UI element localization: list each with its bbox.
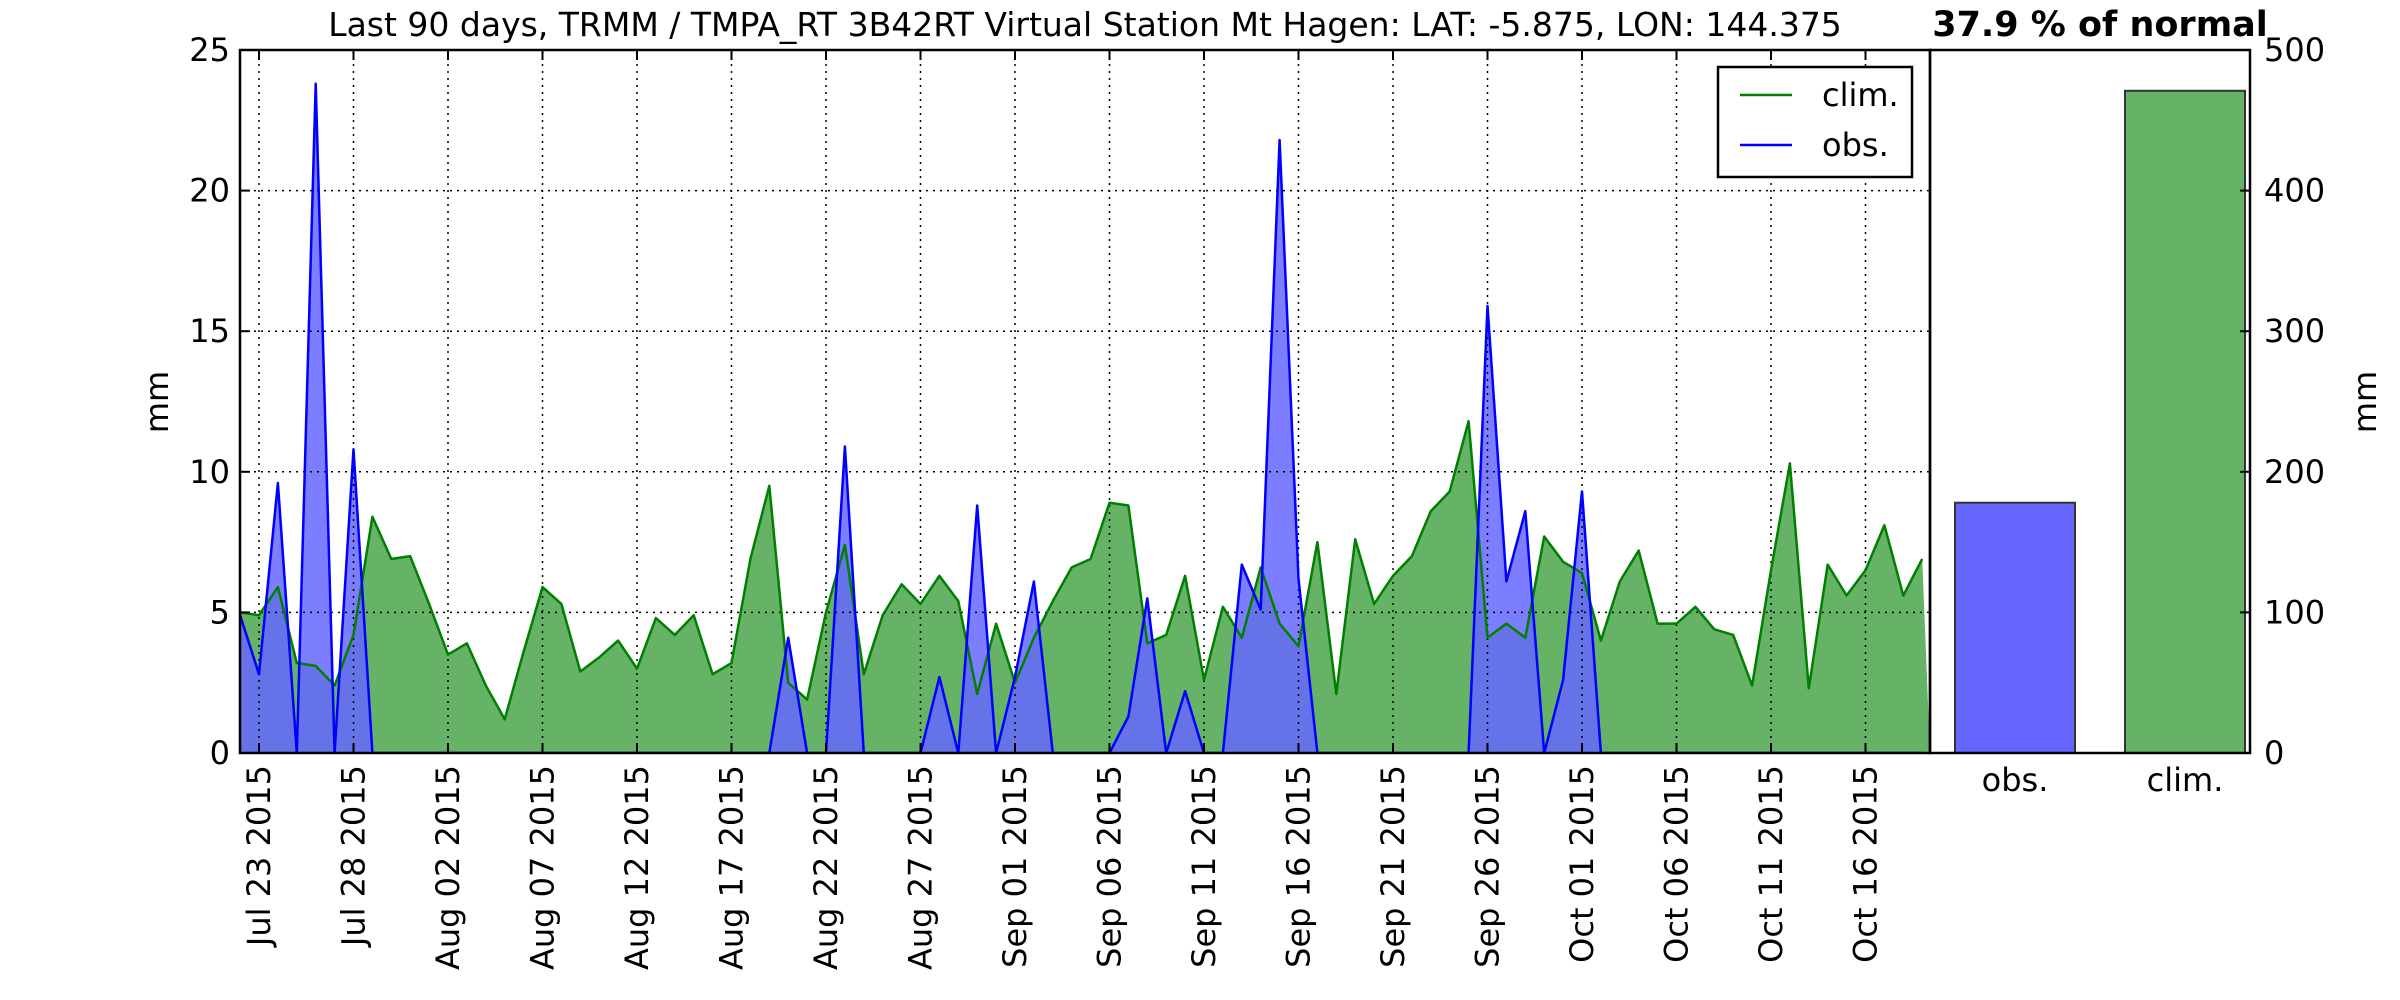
- bar-y-tick-label: 100: [2264, 593, 2325, 631]
- y-tick-label: 20: [189, 172, 230, 210]
- y-tick-label: 15: [189, 312, 230, 350]
- bar-y-tick-label: 200: [2264, 453, 2325, 491]
- x-tick-label: Jul 23 2015: [240, 765, 278, 948]
- bar-y-tick-label: 0: [2264, 734, 2284, 772]
- x-tick-label: Sep 16 2015: [1280, 765, 1318, 968]
- clim-total-bar: [2124, 89, 2246, 755]
- bar-category-label: clim.: [2147, 761, 2224, 799]
- bar-plot-frame: [1928, 48, 2252, 755]
- y-tick-label: 10: [189, 453, 230, 491]
- x-tick-label: Jul 28 2015: [335, 765, 373, 948]
- bar-y-tick-label: 300: [2264, 312, 2325, 350]
- x-tick-label: Aug 22 2015: [807, 765, 845, 970]
- x-tick-label: Sep 01 2015: [996, 765, 1034, 968]
- x-tick-label: Sep 11 2015: [1185, 765, 1223, 968]
- x-tick-label: Aug 17 2015: [713, 765, 751, 970]
- x-tick-label: Oct 11 2015: [1752, 765, 1790, 963]
- daily-precip-plot: 0 5 10 15 20 25 Jul 23 2015 Jul 28 2015 Aug 02 2…: [138, 31, 1932, 970]
- legend-clim-label: clim.: [1822, 76, 1899, 114]
- obs-area: [240, 83, 1930, 753]
- y-tick-label: 25: [189, 31, 230, 69]
- x-tick-label: Sep 06 2015: [1091, 765, 1129, 968]
- chart-title: Last 90 days, TRMM / TMPA_RT 3B42RT Virt…: [328, 5, 1842, 44]
- x-tick-label: Aug 07 2015: [524, 765, 562, 970]
- legend: clim. obs.: [1716, 65, 1914, 179]
- y-tick-label: 0: [210, 734, 230, 772]
- bar-y-tick-label: 500: [2264, 31, 2325, 69]
- bar-y-axis-label: mm: [2346, 371, 2384, 433]
- x-tick-label: Sep 21 2015: [1374, 765, 1412, 968]
- clim-line: [240, 419, 1924, 721]
- total-precip-bar-plot: obs. clim. 0 100 200 300 400 500 mm: [1928, 31, 2384, 799]
- x-tick-label: Aug 02 2015: [429, 765, 467, 970]
- bar-category-label: obs.: [1982, 761, 2049, 799]
- x-tick-label: Oct 01 2015: [1563, 765, 1601, 963]
- y-tick-label: 5: [210, 593, 230, 631]
- obs-total-bar: [1954, 501, 2076, 754]
- main-y-axis-label: mm: [138, 371, 176, 433]
- x-tick-label: Aug 12 2015: [618, 765, 656, 970]
- x-tick-label: Sep 26 2015: [1469, 765, 1507, 968]
- percent-of-normal: 37.9 % of normal: [1932, 5, 2268, 45]
- x-tick-label: Oct 06 2015: [1658, 765, 1696, 963]
- bar-y-tick-label: 400: [2264, 172, 2325, 210]
- x-tick-label: Oct 16 2015: [1847, 765, 1885, 963]
- legend-obs-label: obs.: [1822, 126, 1889, 164]
- x-tick-label: Aug 27 2015: [902, 765, 940, 970]
